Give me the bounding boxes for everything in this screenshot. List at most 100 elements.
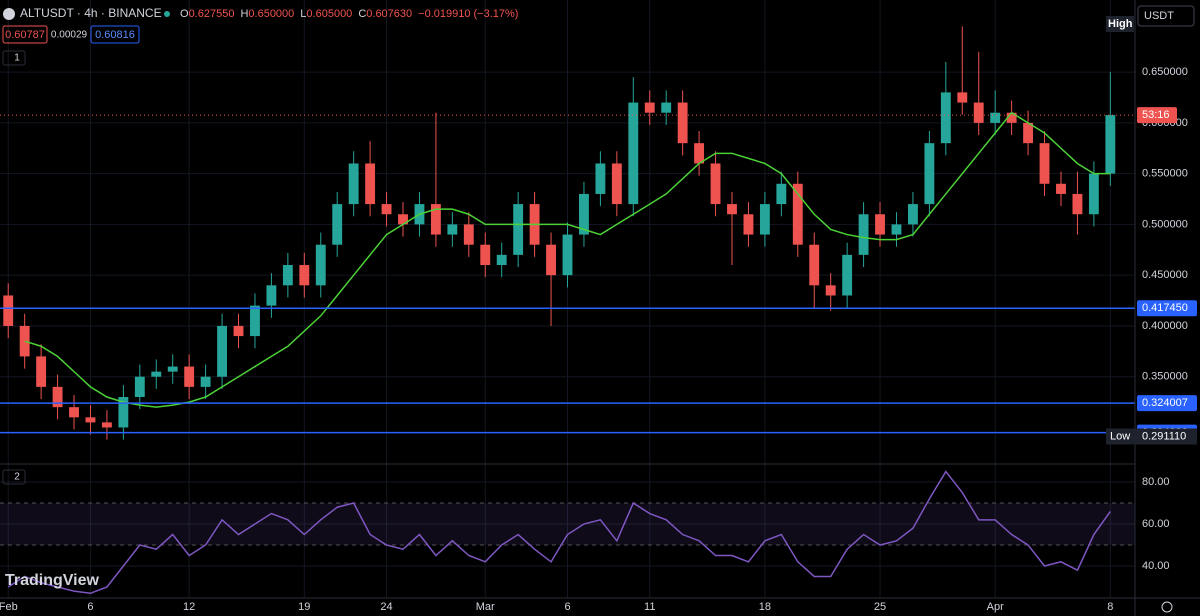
candle-body bbox=[595, 163, 606, 194]
candle-body bbox=[677, 102, 688, 144]
candle-body bbox=[809, 244, 820, 286]
candle-body bbox=[1056, 183, 1066, 194]
y-tick-label: 80.00 bbox=[1142, 476, 1170, 488]
candle-body bbox=[217, 325, 227, 377]
candle-body bbox=[727, 204, 737, 215]
candle-body bbox=[299, 265, 310, 286]
candle-body bbox=[1039, 143, 1050, 184]
candle-body bbox=[381, 204, 392, 215]
candle-body bbox=[496, 254, 507, 266]
candle-body bbox=[315, 244, 326, 286]
x-tick-label: 25 bbox=[874, 601, 886, 613]
x-tick-label: Apr bbox=[987, 601, 1004, 613]
rsi-line bbox=[7, 470, 1111, 595]
candle-body bbox=[759, 204, 770, 235]
pane-number: 1 bbox=[14, 53, 20, 64]
countdown: 53:16 bbox=[1142, 109, 1170, 121]
x-tick-label: 12 bbox=[183, 601, 195, 613]
ohlc-value: 0.607630 bbox=[366, 8, 412, 20]
candle-body bbox=[825, 285, 836, 296]
candle-body bbox=[266, 285, 277, 306]
low-value: 0.291110 bbox=[1142, 430, 1186, 442]
candle-body bbox=[85, 417, 96, 423]
x-tick-label: 8 bbox=[1107, 601, 1113, 613]
ohlc-value: 0.627550 bbox=[189, 8, 235, 20]
candle-body bbox=[52, 386, 63, 408]
currency-button[interactable] bbox=[1137, 5, 1195, 27]
candle-body bbox=[1006, 112, 1017, 123]
candle-body bbox=[776, 183, 787, 205]
candle-body bbox=[134, 376, 145, 398]
level-badge bbox=[1137, 395, 1197, 412]
candle-body bbox=[118, 397, 129, 428]
candle-body bbox=[908, 204, 918, 225]
spread: 0.00029 bbox=[51, 30, 88, 41]
ohlc: O0.627550 H0.650000 L0.605000 C0.607630 −0.0… bbox=[180, 8, 518, 20]
logo: TradingView bbox=[5, 572, 100, 589]
candle-body bbox=[480, 244, 491, 266]
y-tick-label: 0.450000 bbox=[1142, 269, 1188, 281]
level-label: 0.417450 bbox=[1142, 302, 1188, 314]
sell-box[interactable] bbox=[2, 25, 48, 44]
candle-body bbox=[546, 244, 556, 276]
status-dot bbox=[164, 11, 170, 17]
candle-body bbox=[990, 112, 1001, 123]
candle-body bbox=[447, 224, 458, 235]
ohlc-value: 0.650000 bbox=[248, 8, 294, 20]
candle-body bbox=[513, 204, 524, 255]
sell-price: 0.60787 bbox=[5, 29, 45, 41]
moving-average bbox=[24, 111, 1111, 408]
countdown-badge bbox=[1137, 107, 1177, 124]
ohlc-label: L bbox=[300, 8, 306, 20]
candle-body bbox=[661, 102, 672, 113]
x-tick-label: Mar bbox=[476, 601, 495, 613]
candle-body bbox=[151, 371, 162, 377]
candle-body bbox=[1105, 115, 1116, 174]
y-tick-label: 0.550000 bbox=[1142, 168, 1188, 180]
candle-body bbox=[875, 214, 885, 235]
candle-body bbox=[924, 143, 935, 205]
candle-body bbox=[200, 376, 211, 387]
settings-icon[interactable] bbox=[1161, 601, 1173, 613]
candle-body bbox=[3, 295, 14, 326]
candle-body bbox=[1088, 173, 1099, 215]
candle-body bbox=[69, 407, 79, 418]
level-label: 0.324007 bbox=[1142, 397, 1188, 409]
candle-body bbox=[792, 183, 803, 245]
candle-body bbox=[250, 305, 260, 337]
x-tick-label: 19 bbox=[298, 601, 310, 613]
pane-toggle[interactable] bbox=[2, 50, 26, 66]
candle-body bbox=[365, 163, 376, 205]
candle-body bbox=[430, 204, 441, 235]
candle-body bbox=[858, 214, 869, 255]
candle-body bbox=[842, 254, 853, 296]
candle-body bbox=[1072, 193, 1083, 215]
symbol[interactable]: ALTUSDT · 4h · BINANCE bbox=[20, 6, 162, 20]
candle-body bbox=[1023, 122, 1034, 144]
candle-body bbox=[940, 92, 951, 144]
candle-body bbox=[973, 102, 984, 123]
candle-body bbox=[36, 356, 47, 387]
low-label: Low bbox=[1110, 430, 1130, 442]
candle-body bbox=[562, 234, 573, 276]
high-label: High bbox=[1108, 18, 1133, 30]
x-tick-label: 6 bbox=[564, 601, 570, 613]
plot bbox=[0, 26, 1135, 595]
x-tick-label: 11 bbox=[644, 601, 655, 613]
y-tick-label: 0.500000 bbox=[1142, 218, 1188, 230]
candle-body bbox=[628, 102, 639, 205]
symbol-icon bbox=[3, 8, 15, 20]
candle-body bbox=[398, 214, 408, 225]
buy-box[interactable] bbox=[90, 25, 140, 44]
y-tick-label: 0.650000 bbox=[1142, 66, 1188, 78]
y-tick-label: 40.00 bbox=[1142, 560, 1170, 572]
low-badge bbox=[1106, 428, 1197, 445]
candle-body bbox=[611, 163, 622, 205]
candle-body bbox=[167, 366, 178, 372]
x-tick-label: 24 bbox=[380, 601, 392, 613]
candle-body bbox=[694, 143, 705, 164]
pane-toggle[interactable] bbox=[2, 469, 26, 485]
candle-body bbox=[184, 366, 195, 387]
